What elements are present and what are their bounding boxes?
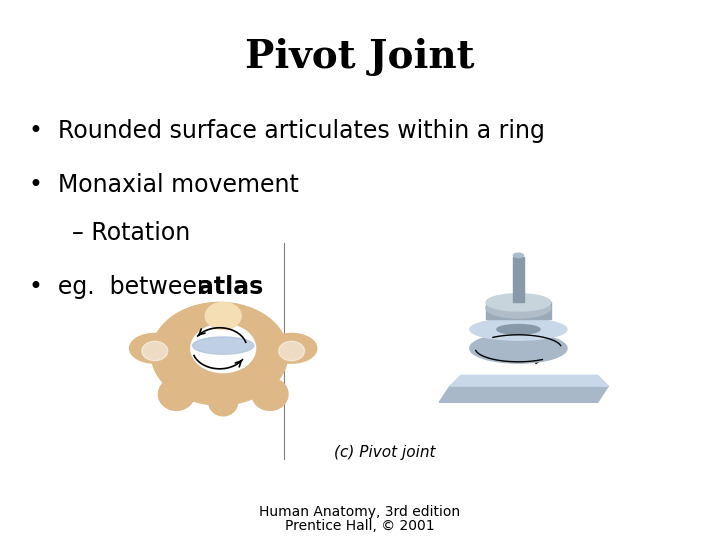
Ellipse shape <box>158 378 194 410</box>
Ellipse shape <box>486 294 551 311</box>
Ellipse shape <box>130 333 180 363</box>
Text: •  Rounded surface articulates within a ring: • Rounded surface articulates within a r… <box>29 119 544 143</box>
Ellipse shape <box>497 325 540 334</box>
Circle shape <box>279 341 305 361</box>
Polygon shape <box>450 375 608 386</box>
Ellipse shape <box>486 298 551 318</box>
Ellipse shape <box>513 253 523 258</box>
Polygon shape <box>439 386 608 402</box>
Bar <box>513 256 524 302</box>
Ellipse shape <box>193 337 253 354</box>
Circle shape <box>151 302 288 405</box>
Text: atlas: atlas <box>198 275 264 299</box>
Circle shape <box>142 341 168 361</box>
Circle shape <box>205 302 241 329</box>
Text: Human Anatomy, 3rd edition: Human Anatomy, 3rd edition <box>259 505 461 519</box>
Text: Prentice Hall, © 2001: Prentice Hall, © 2001 <box>285 519 435 534</box>
Ellipse shape <box>469 333 567 363</box>
Text: – Rotation: – Rotation <box>72 221 190 245</box>
Ellipse shape <box>266 333 317 363</box>
Bar <box>486 302 551 319</box>
Ellipse shape <box>252 378 288 410</box>
Text: •  Monaxial movement: • Monaxial movement <box>29 173 299 197</box>
Ellipse shape <box>209 389 238 416</box>
Ellipse shape <box>469 319 567 340</box>
Circle shape <box>191 324 256 373</box>
Text: (c) Pivot joint: (c) Pivot joint <box>335 446 436 461</box>
Text: Pivot Joint: Pivot Joint <box>246 38 474 76</box>
Text: •  eg.  between: • eg. between <box>29 275 219 299</box>
